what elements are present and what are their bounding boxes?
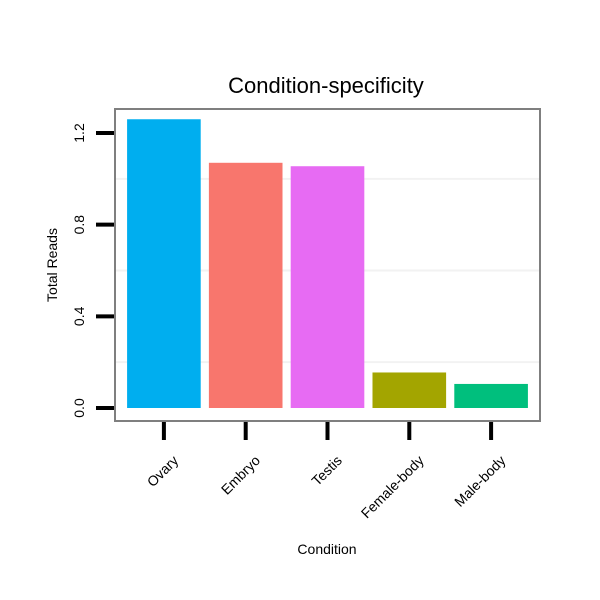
- bars: [127, 119, 528, 408]
- bar-male-body: [454, 383, 528, 408]
- x-axis-title: Condition: [297, 541, 356, 557]
- y-axis: 0.0 0.4 0.8 1.2: [71, 123, 114, 418]
- x-tick-label: Ovary: [144, 452, 182, 490]
- bar-female-body: [372, 372, 447, 408]
- bar-embryo: [208, 162, 283, 408]
- x-tick-label: Female-body: [358, 452, 427, 521]
- x-tick-label: Embryo: [218, 452, 264, 498]
- bar-testis: [290, 166, 365, 408]
- y-tick-label: 0.0: [71, 398, 87, 418]
- y-tick-label: 0.8: [71, 215, 87, 235]
- x-axis: Ovary Embryo Testis Female-body Male-body: [144, 422, 509, 521]
- y-tick-label: 0.4: [71, 306, 87, 326]
- x-tick-label: Male-body: [451, 452, 509, 510]
- y-tick-label: 1.2: [71, 123, 87, 143]
- x-tick-label: Testis: [308, 452, 345, 489]
- chart-title: Condition-specificity: [228, 73, 424, 98]
- bar-ovary: [127, 119, 201, 408]
- y-axis-title: Total Reads: [44, 228, 60, 302]
